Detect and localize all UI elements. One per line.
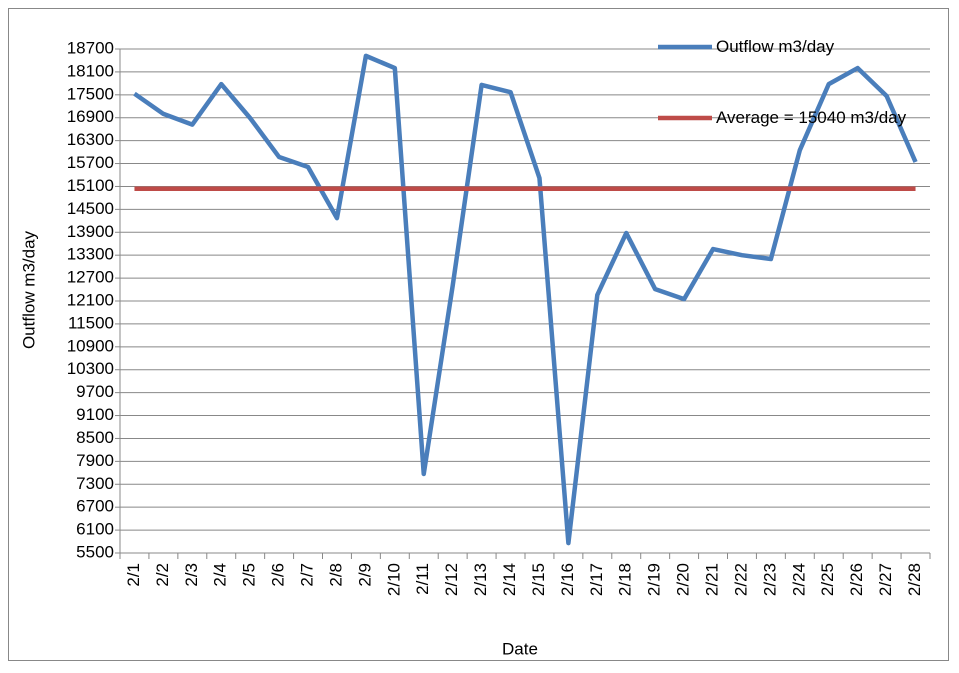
x-tick-label: 2/11 <box>413 563 432 595</box>
x-tick-label: 2/1 <box>124 563 143 587</box>
y-tick-label: 5500 <box>76 542 114 561</box>
legend-label: Average = 15040 m3/day <box>716 108 907 127</box>
x-tick-label: 2/28 <box>905 563 924 596</box>
series-line <box>133 53 918 546</box>
x-tick-label: 2/9 <box>355 563 374 587</box>
y-tick-label: 16900 <box>67 107 114 126</box>
y-tick-label: 17500 <box>67 84 114 103</box>
x-tick-label: 2/6 <box>269 563 288 587</box>
y-tick-label: 13300 <box>67 245 114 264</box>
x-tick-label: 2/24 <box>789 563 808 596</box>
y-tick-label: 9100 <box>76 405 114 424</box>
x-tick-label: 2/25 <box>818 563 837 596</box>
y-tick-label: 11500 <box>68 313 114 332</box>
y-tick-label: 15700 <box>67 153 114 172</box>
x-tick-label: 2/2 <box>153 563 172 587</box>
y-tick-label: 10900 <box>67 336 114 355</box>
x-tick-label: 2/14 <box>500 563 519 596</box>
y-tick-label: 16300 <box>67 130 114 149</box>
x-tick-label: 2/10 <box>384 563 403 596</box>
x-tick-label: 2/22 <box>731 563 750 596</box>
x-tick-label: 2/7 <box>298 563 317 587</box>
x-tick-label: 2/4 <box>211 563 230 587</box>
x-tick-label: 2/5 <box>240 563 259 587</box>
x-tick-label: 2/8 <box>326 563 345 587</box>
x-tick-label: 2/26 <box>847 563 866 596</box>
y-tick-label: 15100 <box>67 176 114 195</box>
x-tick-label: 2/17 <box>587 563 606 596</box>
y-tick-label: 10300 <box>67 359 114 378</box>
y-tick-label: 13900 <box>67 222 114 241</box>
y-tick-label: 18700 <box>67 38 114 57</box>
y-tick-label: 9700 <box>76 382 114 401</box>
y-tick-label: 8500 <box>76 428 114 447</box>
x-tick-label: 2/27 <box>876 563 895 596</box>
x-tick-label: 2/20 <box>674 563 693 596</box>
x-tick-label: 2/19 <box>645 563 664 596</box>
y-tick-label: 14500 <box>67 199 114 218</box>
y-tick-label: 6100 <box>76 520 114 539</box>
x-axis-label: Date <box>502 639 538 658</box>
y-tick-label: 12700 <box>67 268 114 287</box>
x-tick-label: 2/21 <box>703 563 722 596</box>
y-tick-label: 7900 <box>76 451 114 470</box>
y-tick-label: 7300 <box>76 474 114 493</box>
x-tick-label: 2/18 <box>616 563 635 596</box>
y-tick-label: 18100 <box>67 61 114 80</box>
x-tick-label: 2/13 <box>471 563 490 596</box>
x-tick-label: 2/16 <box>558 563 577 596</box>
y-tick-label: 12100 <box>67 290 114 309</box>
y-tick-label: 6700 <box>76 497 114 516</box>
y-axis-label: Outflow m3/day <box>19 230 38 349</box>
x-tick-label: 2/3 <box>182 563 201 587</box>
x-tick-label: 2/15 <box>529 563 548 596</box>
x-tick-label: 2/12 <box>442 563 461 596</box>
x-tick-label: 2/23 <box>760 563 779 596</box>
legend-label: Outflow m3/day <box>716 37 835 56</box>
